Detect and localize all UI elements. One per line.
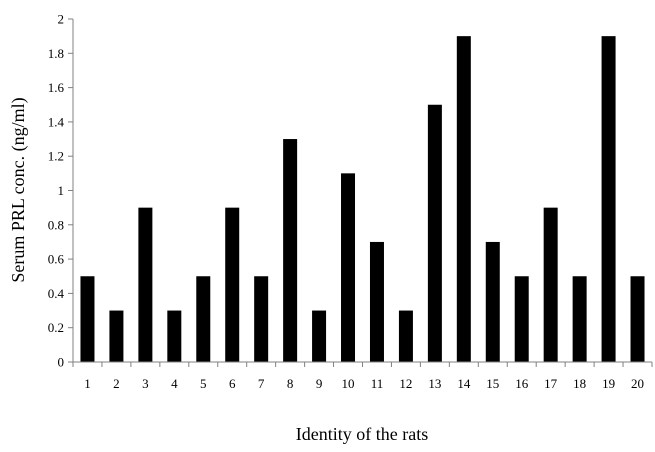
x-tick-label: 13 — [428, 376, 441, 391]
y-tick-labels: 0 0.2 0.4 0.6 0.8 1 1.2 1.4 1.6 1.8 2 — [48, 12, 65, 370]
y-tick-label: 0.4 — [48, 286, 65, 301]
bar-10 — [341, 173, 356, 362]
bar-17 — [543, 207, 558, 362]
bars-group — [80, 36, 645, 363]
bar-3 — [138, 207, 153, 362]
x-tick-label: 10 — [342, 376, 355, 391]
x-tick-label: 15 — [486, 376, 499, 391]
bar-6 — [225, 207, 240, 362]
y-tick-label: 0 — [58, 355, 65, 370]
y-tick-label: 0.8 — [48, 217, 64, 232]
x-tick-label: 14 — [457, 376, 471, 391]
x-tick-label: 18 — [573, 376, 586, 391]
bar-1 — [80, 276, 95, 362]
x-tick-label: 19 — [602, 376, 615, 391]
bar-15 — [485, 241, 500, 362]
x-tick-label: 11 — [371, 376, 384, 391]
y-tick-label: 0.2 — [48, 320, 64, 335]
bar-18 — [572, 276, 587, 362]
y-axis-title: Serum PRL conc. (ng/ml) — [8, 97, 29, 282]
y-tick-label: 1 — [58, 183, 65, 198]
x-tick-label: 2 — [113, 376, 120, 391]
y-tick-label: 0.6 — [48, 252, 65, 267]
bar-5 — [196, 276, 211, 362]
y-tick-label: 1.6 — [48, 80, 65, 95]
x-tick-label: 9 — [316, 376, 323, 391]
x-tick-label: 4 — [171, 376, 178, 391]
x-tick-label: 6 — [229, 376, 236, 391]
x-tick-label: 17 — [544, 376, 558, 391]
x-tick-label: 8 — [287, 376, 294, 391]
y-tick-label: 1.4 — [48, 114, 65, 129]
bar-9 — [312, 310, 327, 362]
x-tick-label: 16 — [515, 376, 529, 391]
y-tick-label: 1.2 — [48, 149, 64, 164]
x-tick-label: 12 — [399, 376, 412, 391]
bar-20 — [630, 276, 645, 362]
bar-16 — [514, 276, 529, 362]
x-tick-label: 7 — [258, 376, 265, 391]
bar-14 — [456, 36, 471, 363]
bar-8 — [283, 139, 298, 362]
bar-11 — [369, 241, 384, 362]
axes-group — [68, 18, 653, 367]
x-tick-labels: 1 2 3 4 5 6 7 8 9 10 11 12 13 14 15 16 17 18 19 20 — [84, 376, 644, 391]
x-tick-label: 20 — [631, 376, 644, 391]
x-tick-label: 1 — [84, 376, 91, 391]
bar-2 — [109, 310, 124, 362]
x-tick-label: 3 — [142, 376, 149, 391]
y-tick-label: 1.8 — [48, 46, 64, 61]
bar-4 — [167, 310, 182, 362]
bar-7 — [254, 276, 269, 362]
x-axis-title: Identity of the rats — [296, 424, 428, 444]
y-tick-label: 2 — [58, 12, 65, 27]
bar-13 — [427, 104, 442, 362]
bar-12 — [398, 310, 413, 362]
bar-19 — [601, 36, 616, 363]
x-tick-label: 5 — [200, 376, 207, 391]
